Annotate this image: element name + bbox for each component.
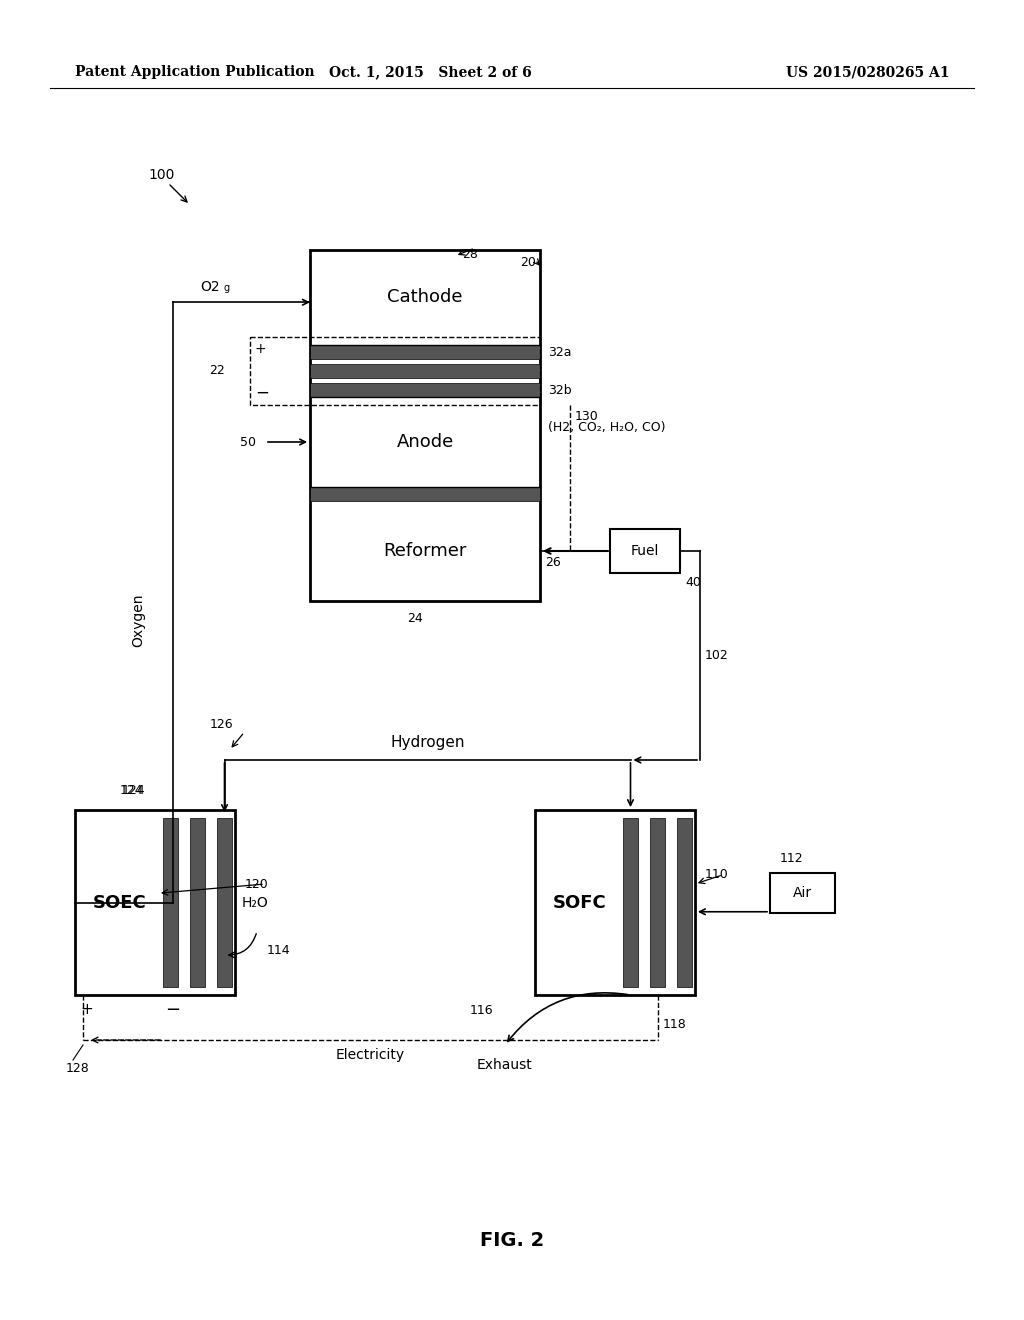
Text: 110: 110 <box>705 869 729 882</box>
Text: 130: 130 <box>575 411 599 424</box>
Text: Cathode: Cathode <box>387 289 463 306</box>
Bar <box>535 810 695 995</box>
Bar <box>770 874 835 913</box>
Text: 120: 120 <box>245 878 268 891</box>
Bar <box>677 818 692 987</box>
Text: 32b: 32b <box>548 384 571 396</box>
Text: Fuel: Fuel <box>631 544 659 558</box>
Bar <box>310 364 540 378</box>
Bar <box>310 487 540 502</box>
Bar <box>310 249 540 601</box>
Text: 50: 50 <box>240 436 256 449</box>
Bar <box>610 529 680 573</box>
Text: 40: 40 <box>685 577 700 590</box>
Text: 114: 114 <box>267 945 291 957</box>
Text: 112: 112 <box>780 851 804 865</box>
Text: 32a: 32a <box>548 346 571 359</box>
Text: Oxygen: Oxygen <box>131 593 145 647</box>
Bar <box>310 345 540 359</box>
Text: Hydrogen: Hydrogen <box>390 734 465 750</box>
Bar <box>217 818 232 987</box>
Text: (H2, CO₂, H₂O, CO): (H2, CO₂, H₂O, CO) <box>548 421 666 433</box>
Bar <box>310 383 540 397</box>
Text: +: + <box>80 1002 93 1018</box>
Text: FIG. 2: FIG. 2 <box>480 1230 544 1250</box>
Bar <box>190 818 205 987</box>
Bar <box>250 337 540 405</box>
Bar <box>163 818 178 987</box>
Text: +: + <box>255 342 266 356</box>
Text: 22: 22 <box>209 364 225 378</box>
Text: 24: 24 <box>408 612 423 626</box>
Text: 102: 102 <box>705 649 729 663</box>
Text: 118: 118 <box>663 1019 686 1031</box>
Text: SOFC: SOFC <box>553 894 606 912</box>
Text: 128: 128 <box>67 1061 90 1074</box>
Text: 20: 20 <box>520 256 536 268</box>
Text: 116: 116 <box>470 1003 494 1016</box>
Text: H₂O: H₂O <box>242 896 268 909</box>
Text: 126: 126 <box>210 718 233 731</box>
Bar <box>623 818 638 987</box>
Text: −: − <box>255 384 269 403</box>
Text: 124: 124 <box>122 784 145 796</box>
Text: Electricity: Electricity <box>336 1048 404 1063</box>
Text: 100: 100 <box>148 168 174 182</box>
Text: 124: 124 <box>120 784 143 796</box>
Text: Anode: Anode <box>396 433 454 451</box>
Text: −: − <box>165 1001 180 1019</box>
Bar <box>650 818 665 987</box>
Text: O2: O2 <box>200 280 219 294</box>
Text: US 2015/0280265 A1: US 2015/0280265 A1 <box>786 65 950 79</box>
Text: Patent Application Publication: Patent Application Publication <box>75 65 314 79</box>
Text: 26: 26 <box>545 557 561 569</box>
Text: 28: 28 <box>462 248 478 261</box>
Text: SOEC: SOEC <box>93 894 146 912</box>
Bar <box>75 810 234 995</box>
Text: Exhaust: Exhaust <box>477 1059 532 1072</box>
Text: g: g <box>224 284 230 293</box>
Text: Reformer: Reformer <box>383 543 467 560</box>
Text: Oct. 1, 2015   Sheet 2 of 6: Oct. 1, 2015 Sheet 2 of 6 <box>329 65 531 79</box>
Text: Air: Air <box>793 886 812 900</box>
